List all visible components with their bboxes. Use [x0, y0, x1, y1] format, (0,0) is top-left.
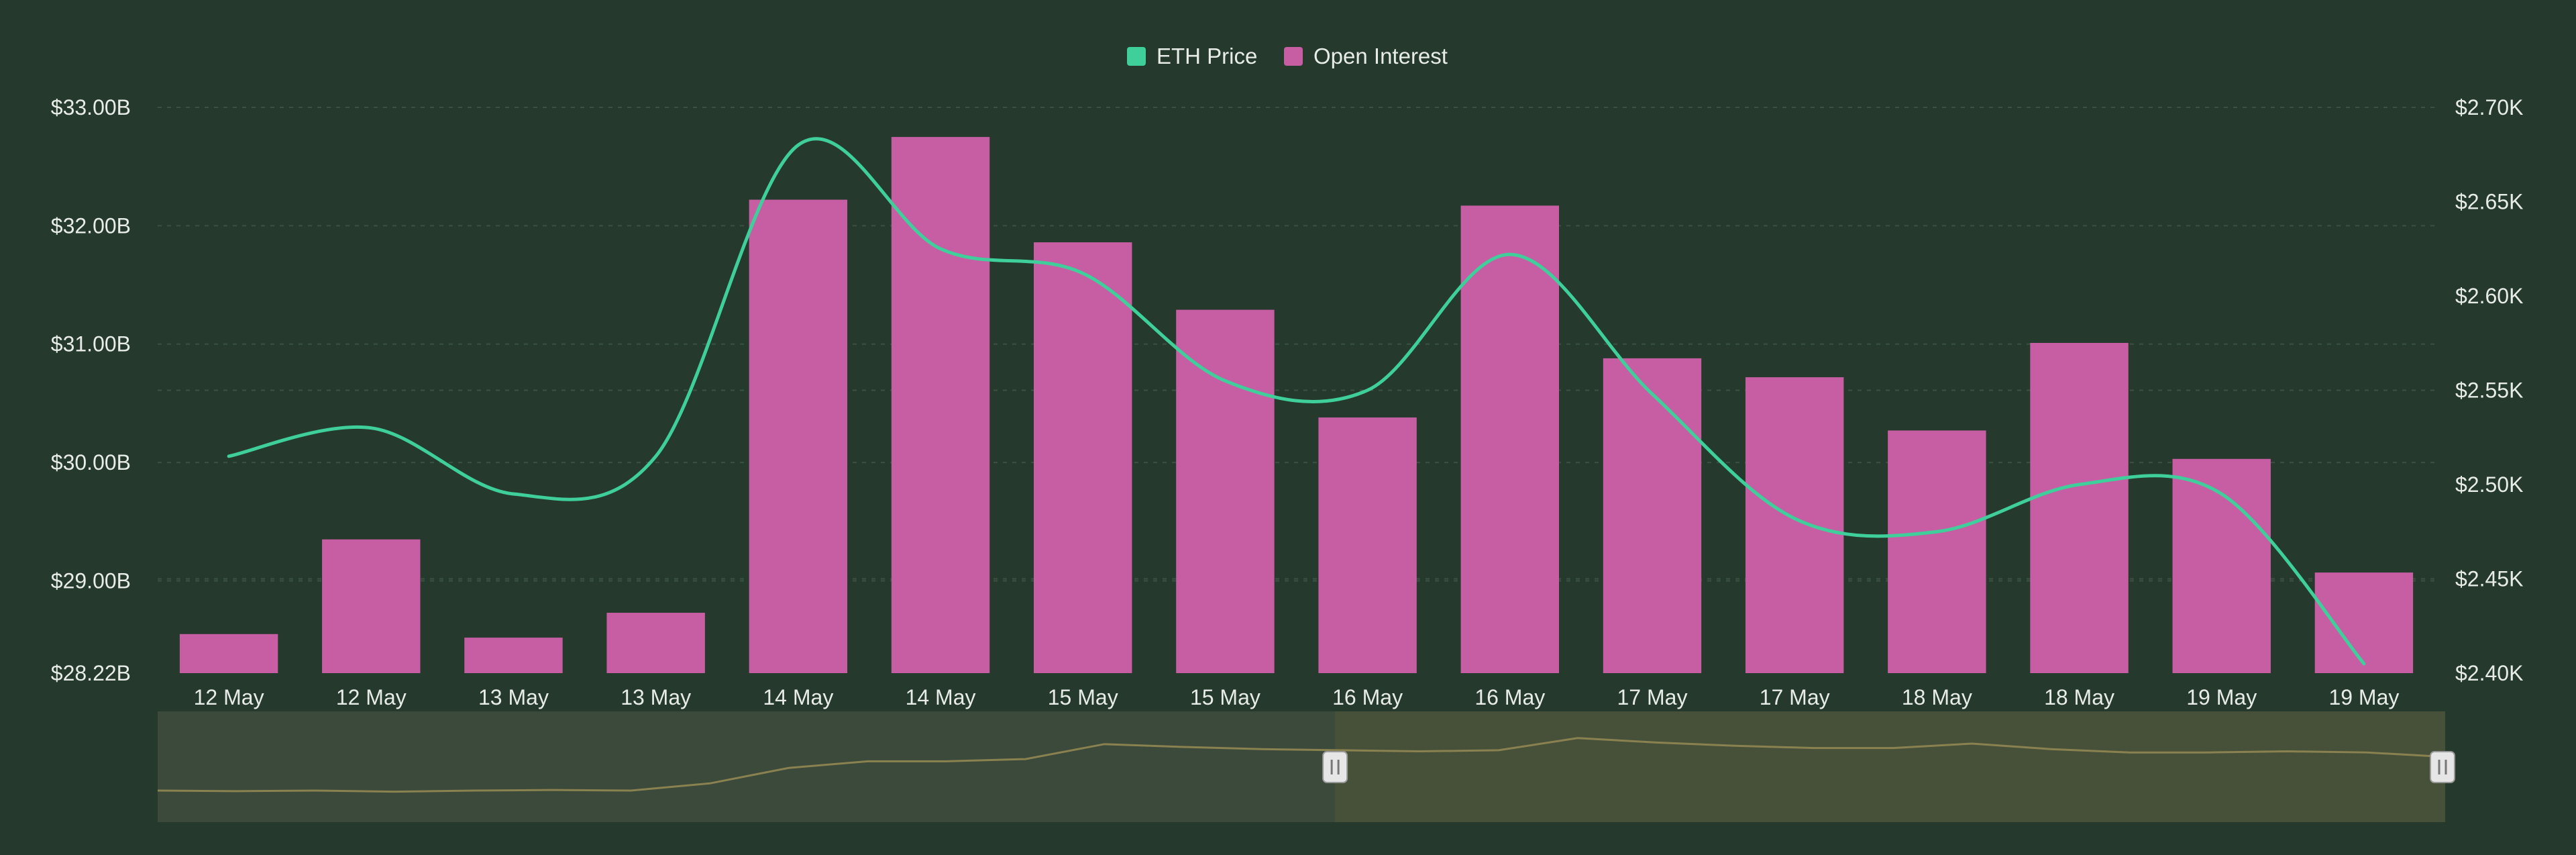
right-axis-tick-label: $2.50K	[2455, 472, 2523, 497]
left-axis-tick-label: $32.00B	[51, 213, 131, 238]
x-axis-tick-label: 16 May	[1474, 685, 1545, 709]
left-y-axis: $33.00B $32.00B $31.00B $30.00B $29.00B $28.2…	[51, 95, 131, 685]
right-axis-tick-label: $2.40K	[2455, 661, 2523, 685]
open-interest-bar[interactable]	[1888, 430, 1986, 673]
open-interest-bar[interactable]	[1318, 417, 1416, 673]
range-navigator[interactable]	[158, 711, 2455, 822]
x-axis-tick-label: 12 May	[194, 685, 264, 709]
handle-body[interactable]	[1323, 752, 1347, 783]
x-axis-tick-label: 13 May	[478, 685, 549, 709]
x-axis-tick-label: 19 May	[2186, 685, 2257, 709]
navigator-selection[interactable]	[1335, 711, 2445, 822]
x-axis-tick-label: 13 May	[621, 685, 691, 709]
right-axis-tick-label: $2.45K	[2455, 567, 2523, 591]
x-axis-tick-label: 18 May	[2044, 685, 2114, 709]
x-axis-tick-label: 19 May	[2328, 685, 2399, 709]
handle-body[interactable]	[2430, 752, 2455, 783]
legend-swatch[interactable]	[1284, 47, 1303, 66]
legend[interactable]: ETH Price Open Interest	[1127, 44, 1448, 68]
right-axis-tick-label: $2.70K	[2455, 95, 2523, 119]
x-axis-tick-label: 17 May	[1760, 685, 1830, 709]
open-interest-bar[interactable]	[892, 137, 989, 673]
legend-label[interactable]: Open Interest	[1313, 44, 1448, 68]
open-interest-bar[interactable]	[1034, 242, 1132, 673]
x-axis-tick-label: 14 May	[763, 685, 833, 709]
open-interest-bar[interactable]	[2030, 343, 2128, 673]
right-axis-tick-label: $2.55K	[2455, 379, 2523, 403]
open-interest-bar[interactable]	[464, 638, 562, 673]
legend-label[interactable]: ETH Price	[1157, 44, 1257, 68]
x-axis-tick-label: 15 May	[1190, 685, 1260, 709]
open-interest-bar[interactable]	[1461, 205, 1559, 673]
right-axis-tick-label: $2.65K	[2455, 190, 2523, 214]
x-axis-tick-label: 16 May	[1332, 685, 1403, 709]
navigator-left-handle[interactable]	[1323, 752, 1347, 783]
left-axis-tick-label: $29.00B	[51, 568, 131, 593]
open-interest-bars[interactable]	[180, 137, 2413, 673]
left-axis-tick-label: $30.00B	[51, 450, 131, 474]
x-axis: 12 May 12 May 13 May 13 May 14 May 14 May 15 M…	[194, 685, 2400, 709]
right-axis-tick-label: $2.60K	[2455, 284, 2523, 308]
open-interest-bar[interactable]	[322, 540, 420, 673]
open-interest-bar[interactable]	[2315, 572, 2413, 673]
x-axis-tick-label: 14 May	[906, 685, 976, 709]
left-axis-tick-label: $31.00B	[51, 332, 131, 356]
open-interest-bar[interactable]	[1746, 377, 1843, 673]
x-axis-tick-label: 12 May	[336, 685, 407, 709]
open-interest-bar[interactable]	[2173, 459, 2271, 673]
open-interest-bar[interactable]	[606, 613, 704, 673]
x-axis-tick-label: 15 May	[1048, 685, 1118, 709]
open-interest-bar[interactable]	[1176, 310, 1274, 673]
open-interest-bar[interactable]	[749, 200, 847, 673]
x-axis-tick-label: 17 May	[1617, 685, 1688, 709]
open-interest-bar[interactable]	[1603, 358, 1701, 673]
left-axis-tick-label: $33.00B	[51, 95, 131, 119]
left-axis-tick-label: $28.22B	[51, 661, 131, 685]
x-axis-tick-label: 18 May	[1902, 685, 1972, 709]
right-y-axis: $2.70K $2.65K $2.60K $2.55K $2.50K $2.45K $2.4…	[2455, 95, 2523, 685]
navigator-right-handle[interactable]	[2430, 752, 2455, 783]
legend-swatch[interactable]	[1127, 47, 1146, 66]
open-interest-bar[interactable]	[180, 634, 278, 673]
